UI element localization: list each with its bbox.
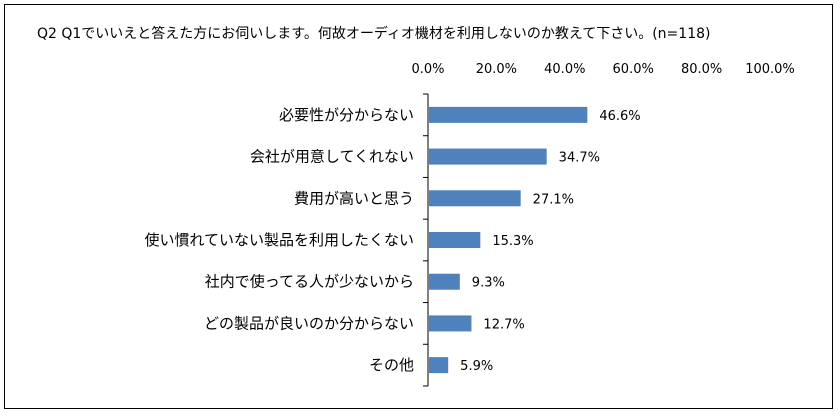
value-label: 15.3% [492,234,533,249]
category-label: 社内で使ってる人が少ないから [205,273,414,291]
category-labels: 必要性が分からない会社が用意してくれない費用が高いと思う使い慣れていない製品を利… [144,106,414,374]
bar [429,357,449,374]
value-label: 27.1% [533,192,574,207]
value-label: 46.6% [599,109,640,124]
bar [429,190,521,207]
category-label: 費用が高いと思う [294,189,414,207]
bar [429,232,481,248]
y-axis-line [423,93,429,387]
bars [429,106,588,374]
category-label: どの製品が良いのか分からない [204,314,414,332]
bar [429,315,472,332]
x-tick-label: 80.0% [681,62,722,77]
x-tick-label: 20.0% [476,62,517,77]
x-tick-label: 60.0% [613,62,654,77]
chart-frame: Q2 Q1でいいえと答えた方にお伺いします。何故オーディオ機材を利用しないのか教… [4,4,833,409]
category-label: その他 [369,356,414,374]
value-label: 12.7% [483,317,524,332]
chart-title: Q2 Q1でいいえと答えた方にお伺いします。何故オーディオ機材を利用しないのか教… [37,26,711,42]
value-labels: 46.6% 34.7% 27.1% 15.3% 9.3% 12.7% 5.9% [460,109,641,374]
bar [429,106,588,123]
bar [429,273,460,290]
x-tick-label: 40.0% [544,62,585,77]
value-label: 5.9% [460,359,493,374]
category-label: 使い慣れていない製品を利用したくない [144,231,414,249]
x-tick-label: 100.0% [745,62,795,77]
x-tick-label: 0.0% [411,62,444,77]
category-label: 必要性が分からない [279,106,414,124]
value-label: 34.7% [559,151,600,166]
value-label: 9.3% [472,276,505,291]
x-axis-ticks: 0.0% 20.0% 40.0% 60.0% 80.0% 100.0% [411,62,794,77]
bar [429,148,547,165]
category-label: 会社が用意してくれない [250,148,414,166]
